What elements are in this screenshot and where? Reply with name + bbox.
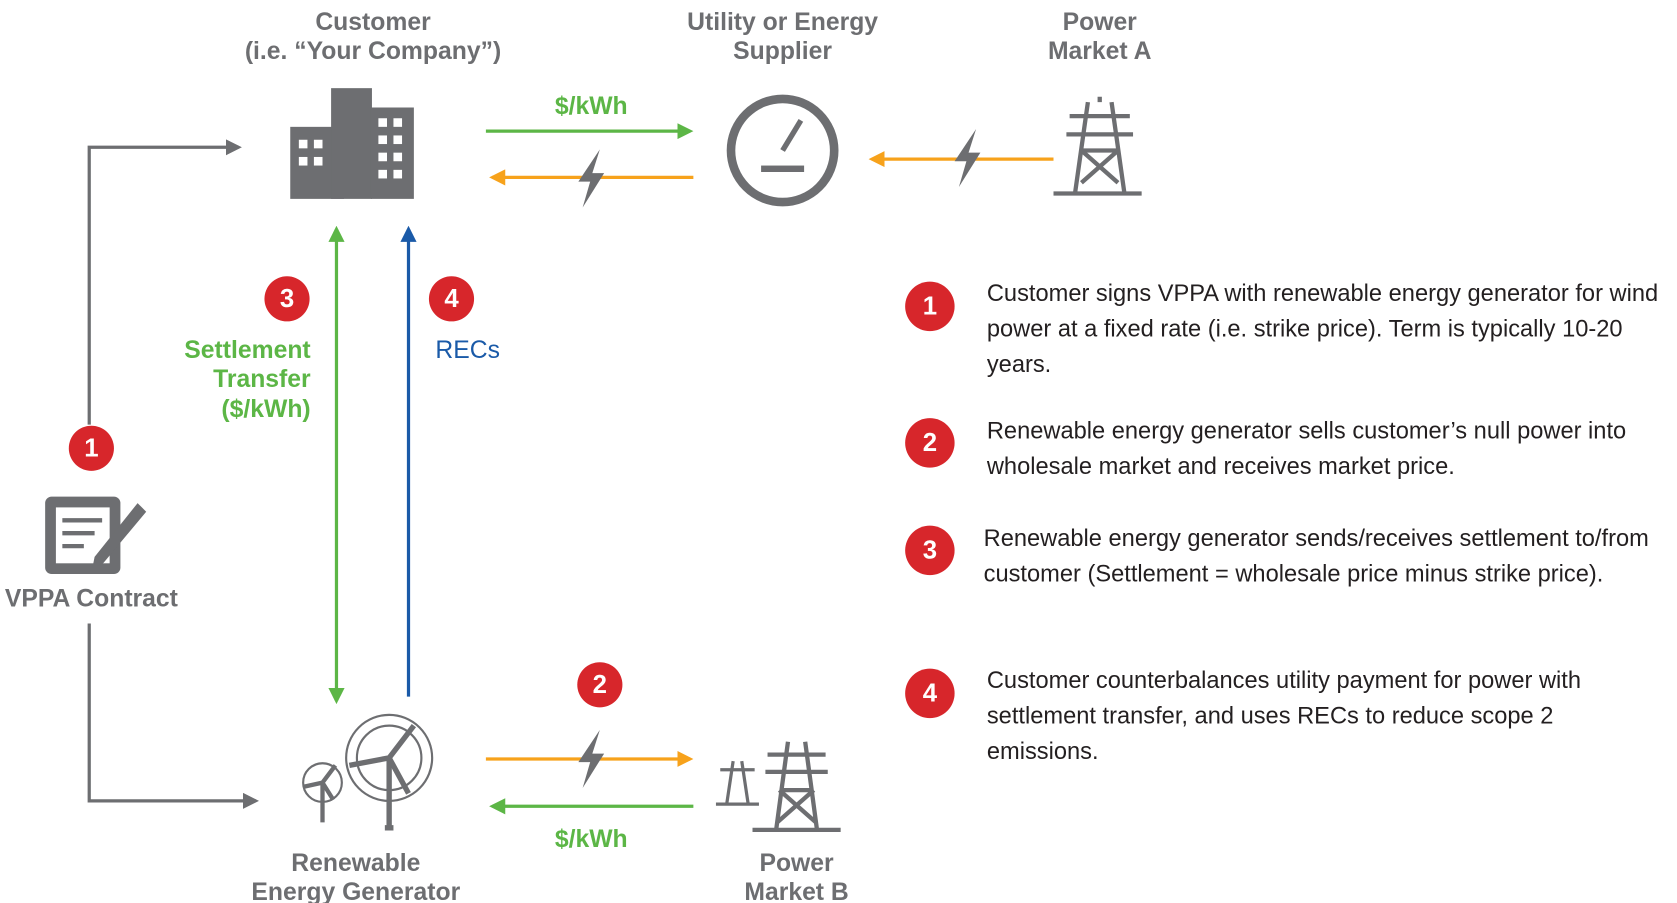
node-label: Supplier — [733, 38, 832, 65]
step-text-box: Customer signs VPPA with renewable energ… — [986, 279, 1659, 378]
step-text-box: Renewable energy generator sells custome… — [986, 417, 1627, 480]
badge-number: 4 — [444, 285, 459, 313]
step-text: Customer counterbalances utility payment… — [986, 666, 1582, 765]
step-number: 4 — [923, 679, 938, 707]
step-number: 2 — [923, 429, 937, 457]
step: 1 Customer signs VPPA with renewable ene… — [905, 279, 1659, 378]
arrow — [87, 623, 260, 809]
tower-icon — [715, 741, 841, 833]
badge-number: 1 — [84, 434, 98, 462]
node-label: Market B — [744, 879, 848, 903]
step-text: Customer signs VPPA with renewable energ… — [986, 279, 1659, 378]
node-label: VPPA Contract — [5, 585, 178, 612]
contract-icon — [45, 496, 147, 575]
edge-label: ($/kWh) — [221, 396, 310, 423]
step: 2 Renewable energy generator sells custo… — [905, 417, 1627, 480]
badge-number: 3 — [280, 285, 294, 313]
node-label: (i.e. “Your Company”) — [245, 38, 501, 65]
badge: 2 — [577, 662, 623, 708]
edge-label: $/kWh — [555, 93, 628, 120]
step-text: Renewable energy generator sends/receive… — [983, 524, 1649, 587]
badge: 3 — [264, 276, 310, 322]
meter-icon — [726, 94, 839, 207]
lightning-icon — [578, 149, 605, 208]
edge-label: RECs — [435, 337, 500, 364]
badge: 1 — [68, 425, 114, 471]
step-text: Renewable energy generator sells custome… — [986, 417, 1627, 480]
badge-number: 2 — [593, 671, 607, 699]
badge: 4 — [428, 276, 475, 322]
step-number: 1 — [923, 292, 937, 320]
arrow — [87, 139, 242, 425]
step-text-box: Customer counterbalances utility payment… — [986, 666, 1582, 765]
building-icon — [290, 88, 414, 199]
lightning-icon — [954, 129, 981, 188]
edge-label: Settlement — [184, 337, 310, 364]
turbine-icon — [302, 713, 434, 831]
edge-label: $/kWh — [555, 826, 628, 853]
node-label: Power — [1063, 9, 1138, 36]
node-label: Energy Generator — [251, 879, 460, 903]
node-label: Customer — [315, 9, 431, 36]
step-text-box: Renewable energy generator sends/receive… — [983, 524, 1649, 587]
edge-label: Transfer — [213, 366, 311, 393]
node-label: Power — [759, 850, 834, 877]
node-label: Renewable — [291, 850, 420, 877]
node-label: Utility or Energy — [687, 9, 878, 36]
lightning-icon — [578, 729, 605, 788]
step-number: 3 — [923, 536, 937, 564]
tower-icon — [1053, 96, 1142, 196]
step: 3 Renewable energy generator sends/recei… — [905, 524, 1649, 587]
node-label: Market A — [1048, 38, 1152, 65]
step: 4 Customer counterbalances utility payme… — [905, 666, 1582, 765]
